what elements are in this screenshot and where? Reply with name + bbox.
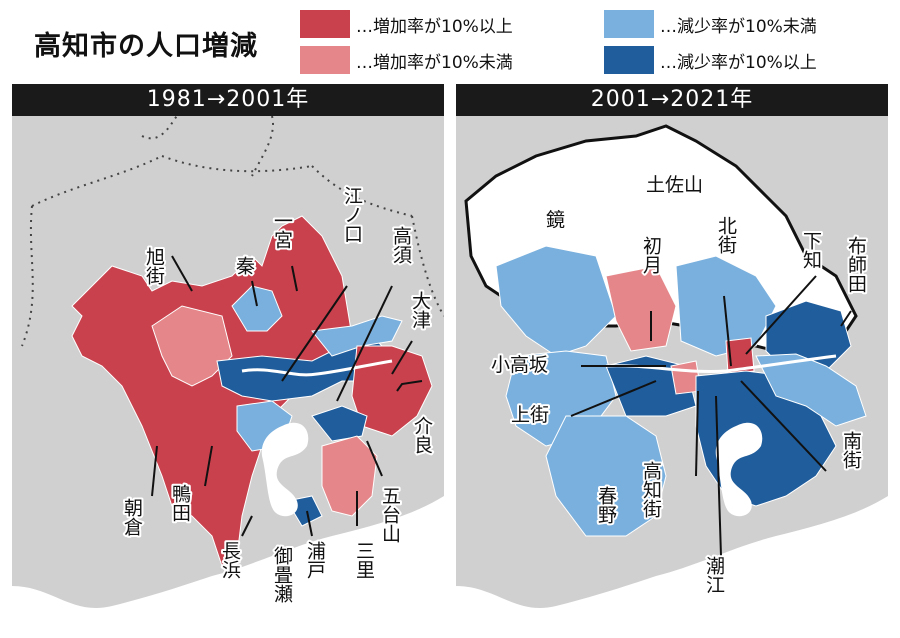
panel-header: 1981→2001年	[12, 84, 444, 116]
district-godaisan	[311, 405, 368, 442]
label-minamimachi: 南街	[840, 431, 862, 469]
label-asakura: 朝倉	[121, 498, 143, 536]
leader-lines	[570, 275, 852, 557]
map-1981-2001: 旭街 秦 一宮 江ノ口 高須 大津 介良 五台山 三里 浦戸 御畳瀬 長浜 鴨田…	[12, 116, 444, 636]
label-nagahama: 長浜	[219, 541, 241, 579]
label-kamimachi: 上街	[511, 404, 549, 426]
map-panel-1981-2001: 1981→2001年	[12, 84, 444, 636]
district-kagami-south	[495, 245, 617, 357]
district-asakura	[71, 215, 353, 567]
legend-item-decrease-10plus: …減少率が10%以上	[604, 46, 817, 74]
label-hatsutsuki: 初月	[640, 236, 662, 274]
district-hatsutsuki	[605, 265, 677, 352]
legend-item-increase-under10: …増加率が10%未満	[300, 46, 513, 74]
label-asahimachi: 旭街	[143, 247, 165, 285]
leader-lines	[151, 255, 423, 537]
label-mimase: 御畳瀬	[271, 546, 293, 603]
map-panel-2001-2021: 2001→2021年 土佐山 鏡 初月	[456, 84, 888, 636]
label-kochimachi: 高知街	[640, 461, 662, 518]
label-fuseda: 布師田	[845, 236, 867, 293]
legend-label: …増加率が10%以上	[356, 16, 513, 37]
label-shimochi: 下知	[800, 231, 822, 269]
legend-swatch	[604, 10, 654, 38]
label-takasu: 高須	[390, 226, 412, 264]
legend: …増加率が10%以上 …増加率が10%未満 …減少率が10%未満 …減少率が10…	[300, 10, 817, 76]
district-mitsuzato	[321, 435, 378, 517]
legend-swatch	[300, 10, 350, 38]
boundary-dotted-2	[21, 116, 274, 347]
label-kera: 介良	[411, 416, 433, 454]
legend-item-decrease-under10: …減少率が10%未満	[604, 10, 817, 38]
legend-label: …増加率が10%未満	[356, 52, 513, 73]
panel-header: 2001→2021年	[456, 84, 888, 116]
district-asahimachi	[151, 305, 233, 387]
district-kera	[351, 345, 433, 437]
map-title: 高知市の人口増減	[34, 31, 258, 62]
sea	[456, 496, 888, 636]
district-east	[755, 353, 867, 427]
district-takasu	[311, 315, 403, 357]
bay	[261, 422, 309, 517]
legend-swatch	[604, 46, 654, 74]
map-2001-2021: 土佐山 鏡 初月 北街 下知 布師田 小高坂 上街 高知街 春野 潮江 南街	[456, 116, 888, 636]
label-haruno: 春野	[595, 486, 617, 524]
bay	[715, 422, 763, 517]
label-kagami: 鏡	[546, 209, 565, 231]
district-haruno-east	[545, 415, 667, 537]
sea	[12, 496, 444, 636]
label-ushioe: 潮江	[703, 556, 725, 594]
label-urado: 浦戸	[304, 541, 326, 579]
label-mitsuzato: 三里	[353, 541, 375, 579]
label-kitamachi: 北街	[715, 216, 737, 254]
legend-item-increase-10plus: …増加率が10%以上	[300, 10, 513, 38]
label-tosayama: 土佐山	[646, 174, 703, 196]
district-fuseda	[765, 300, 852, 372]
legend-label: …減少率が10%以上	[660, 52, 817, 73]
legend-swatch	[300, 46, 350, 74]
label-kotakasa: 小高坂	[491, 354, 548, 376]
label-ichinomiya: 一宮	[271, 211, 293, 249]
label-godaisan: 五台山	[379, 486, 401, 543]
legend-label: …減少率が10%未満	[660, 16, 817, 37]
label-kamoda: 鴨田	[169, 484, 191, 522]
label-enokuchi: 江ノ口	[341, 186, 363, 243]
label-hata: 秦	[233, 256, 255, 275]
label-otsu: 大津	[409, 291, 431, 329]
district-shimochi	[725, 337, 755, 375]
river	[241, 359, 393, 377]
